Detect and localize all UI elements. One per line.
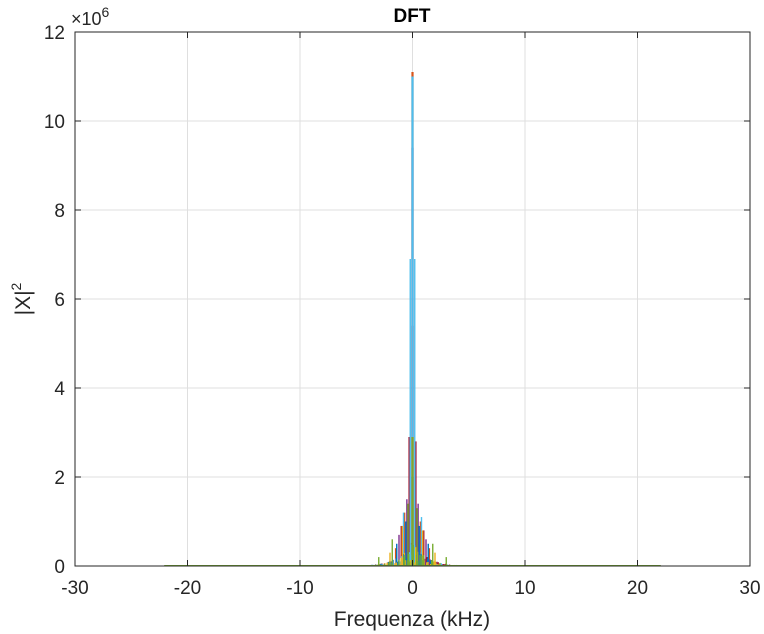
x-tick-label: -20 (174, 578, 201, 599)
y-multiplier-label: ×106 (71, 4, 110, 29)
y-tick-label: 2 (54, 468, 65, 489)
y-tick-label: 0 (54, 557, 65, 578)
y-axis-label-base: |X| (12, 290, 35, 315)
y-tick-label: 8 (54, 201, 65, 222)
y-axis-label-power: 2 (8, 282, 24, 290)
y-tick-label: 6 (54, 290, 65, 311)
y-tick-label: 12 (44, 23, 65, 44)
svg-text:|X|2: |X|2 (8, 282, 35, 315)
x-tick-label: -30 (61, 578, 88, 599)
x-tick-label: 0 (407, 578, 418, 599)
y-axis-label: |X|2 (8, 282, 35, 315)
x-axis-label: Frequenza (kHz) (334, 608, 490, 631)
y-tick-label: 10 (44, 112, 65, 133)
x-tick-label: -10 (286, 578, 313, 599)
chart-title: DFT (394, 6, 431, 27)
y-multiplier-base: ×10 (71, 9, 102, 29)
x-tick-label: 30 (739, 578, 760, 599)
y-multiplier-power: 6 (102, 4, 110, 20)
y-tick-label: 4 (54, 379, 65, 400)
ticks: -30 -20 -10 0 10 20 30 0 2 4 6 8 10 12 (44, 23, 761, 599)
x-tick-label: 10 (514, 578, 535, 599)
x-tick-label: 20 (627, 578, 648, 599)
